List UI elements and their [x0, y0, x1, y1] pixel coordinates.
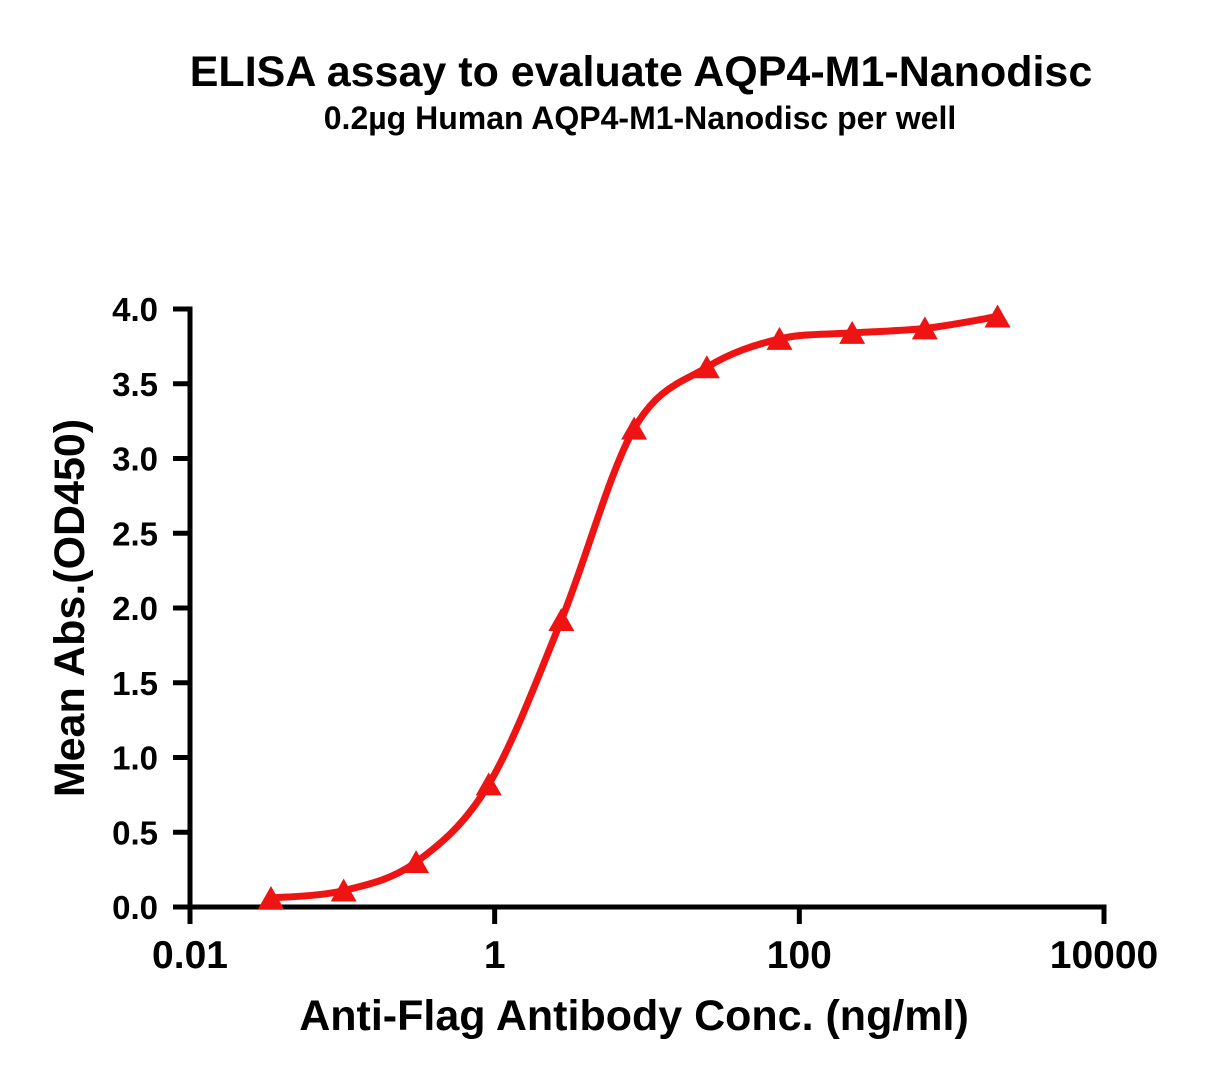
y-tick-label: 1.5	[112, 665, 158, 702]
triangle-marker	[257, 886, 284, 910]
y-tick-label: 4.0	[112, 291, 158, 328]
triangle-marker	[693, 355, 720, 379]
x-axis-ticks: 0.01 1 100 10000	[152, 907, 1158, 977]
y-tick-label: 3.0	[112, 441, 158, 478]
x-tick-label: 100	[767, 934, 832, 977]
x-axis-title: Anti-Flag Antibody Conc. (ng/ml)	[299, 992, 969, 1040]
x-tick-label: 1	[484, 934, 506, 977]
y-axis-title: Mean Abs.(OD450)	[46, 419, 94, 797]
dose-response-curve	[267, 313, 1001, 902]
y-tick-label: 2.5	[112, 515, 158, 552]
x-tick-label: 10000	[1050, 934, 1158, 977]
chart-title: ELISA assay to evaluate AQP4-M1-Nanodisc	[190, 48, 1093, 96]
axes	[187, 306, 1107, 910]
triangle-marker	[330, 878, 357, 902]
triangle-marker	[984, 304, 1011, 328]
x-tick-label: 0.01	[152, 934, 228, 977]
data-point-markers	[257, 304, 1011, 910]
triangle-marker	[911, 316, 938, 340]
y-tick-label: 3.5	[112, 366, 158, 403]
triangle-marker	[475, 772, 502, 796]
triangle-marker	[839, 320, 866, 344]
y-tick-label: 0.0	[112, 889, 158, 926]
triangle-marker	[766, 326, 793, 350]
triangle-marker	[621, 416, 648, 440]
y-axis-ticks: 0.0 0.5 1.0 1.5 2.0 2.5 3.0 3.5 4.0	[112, 291, 190, 926]
chart-subtitle: 0.2µg Human AQP4-M1-Nanodisc per well	[324, 100, 957, 136]
triangle-marker	[548, 607, 575, 631]
y-tick-label: 1.0	[112, 740, 158, 777]
triangle-marker	[403, 850, 430, 874]
y-tick-label: 2.0	[112, 590, 158, 627]
y-tick-label: 0.5	[112, 814, 158, 851]
fit-curve	[267, 313, 1001, 902]
